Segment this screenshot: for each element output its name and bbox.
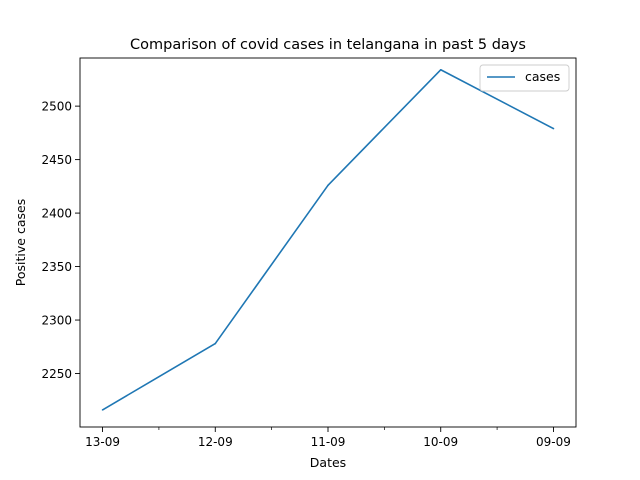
y-axis-ticks: 2250 2300 2350 2400 2450 2500	[41, 99, 80, 381]
data-point	[327, 184, 329, 187]
data-point	[439, 68, 442, 71]
chart-title: Comparison of covid cases in telangana i…	[130, 37, 526, 53]
x-tick-label: 13-09	[85, 435, 120, 449]
y-tick-label: 2400	[41, 206, 72, 220]
legend-label: cases	[525, 69, 560, 84]
y-tick-label: 2450	[41, 153, 72, 167]
x-tick-label: 12-09	[198, 435, 233, 449]
data-point	[214, 342, 217, 345]
y-axis-label: Positive cases	[13, 199, 28, 286]
x-axis-label: Dates	[310, 455, 346, 470]
legend: cases	[479, 64, 570, 92]
x-axis-ticks: 13-09 12-09 11-09 10-09 09-09	[85, 427, 571, 449]
y-tick-label: 2250	[41, 367, 72, 381]
data-point	[101, 409, 104, 411]
y-tick-label: 2300	[41, 313, 72, 327]
data-point	[552, 127, 555, 130]
series-layer	[101, 68, 555, 411]
y-tick-label: 2500	[41, 99, 72, 113]
legend-box	[479, 64, 570, 92]
y-tick-label: 2350	[41, 260, 72, 274]
x-tick-label: 10-09	[423, 435, 458, 449]
x-tick-label: 11-09	[311, 435, 346, 449]
x-tick-label: 09-09	[536, 435, 571, 449]
